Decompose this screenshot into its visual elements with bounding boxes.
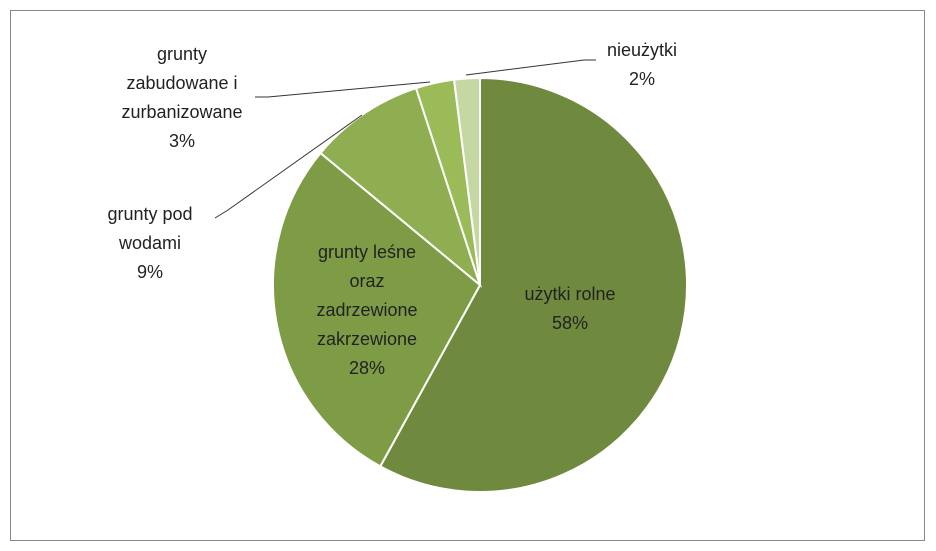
category-label: grunty pod wodami <box>107 204 193 253</box>
category-label: użytki rolne <box>524 284 616 304</box>
leader-line <box>465 59 596 76</box>
data-label: grunty leśne oraz zadrzewione zakrzewion… <box>302 238 432 383</box>
leader-line <box>255 81 431 98</box>
pie-slice <box>452 76 481 286</box>
category-label: nieużytki <box>606 40 678 60</box>
value-label: 28% <box>348 358 386 378</box>
leader-line <box>214 114 363 219</box>
category-label: grunty zabudowane i zurbanizowane <box>121 44 243 122</box>
slices <box>272 76 688 493</box>
value-label: 3% <box>168 131 195 151</box>
value-label: 9% <box>136 262 163 282</box>
data-label: grunty zabudowane i zurbanizowane 3% <box>112 40 252 156</box>
pie-slice <box>378 76 688 493</box>
category-label: grunty leśne oraz zadrzewione zakrzewion… <box>316 242 418 349</box>
pie-slice <box>272 151 482 468</box>
value-label: 58% <box>551 313 589 333</box>
data-label: grunty pod wodami 9% <box>90 200 210 287</box>
value-label: 2% <box>628 69 655 89</box>
data-label: nieużytki 2% <box>587 36 697 94</box>
data-label: użytki rolne 58% <box>495 280 645 338</box>
pie-slice <box>319 86 483 288</box>
